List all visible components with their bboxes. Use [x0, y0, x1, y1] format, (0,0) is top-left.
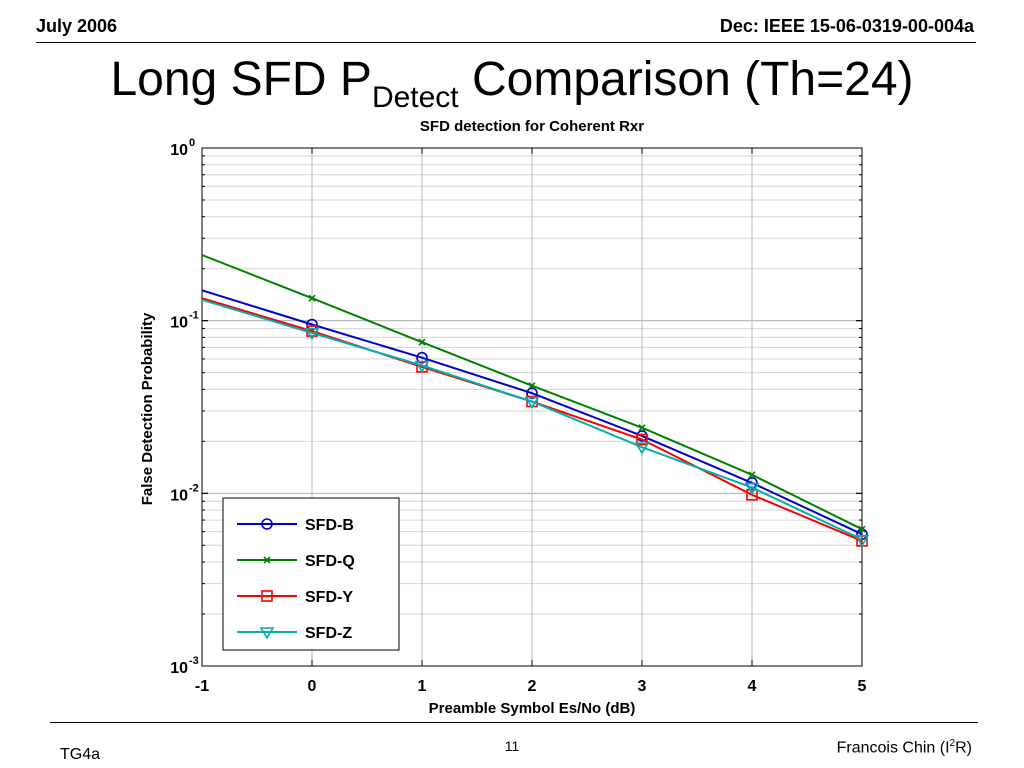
slide-title: Long SFD PDetect Comparison (Th=24)	[0, 52, 1024, 115]
y-axis-label: False Detection Probability	[139, 312, 156, 505]
page-number: 11	[504, 738, 520, 754]
x-tick-label: 2	[528, 678, 537, 695]
footer-rule	[50, 722, 978, 723]
legend-marker-sfd-y	[261, 590, 273, 602]
data-point-sfd-z	[634, 442, 650, 455]
data-point-sfd-q	[638, 424, 646, 432]
marker-stroke	[858, 525, 866, 533]
data-point-sfd-q	[528, 382, 536, 390]
data-point-sfd-q	[308, 294, 316, 302]
chart-title: SFD detection for Coherent Rxr	[420, 118, 644, 135]
y-tick-exponent: -3	[189, 655, 199, 667]
data-point-sfd-q	[858, 525, 866, 533]
x-tick-label: -1	[195, 678, 209, 695]
data-point-sfd-y	[746, 489, 758, 501]
legend-label-sfd-y: SFD-Y	[305, 589, 353, 606]
marker-stroke	[308, 294, 316, 302]
slide-title-rest: Comparison (Th=24)	[458, 53, 914, 106]
y-tick-label: 10	[170, 142, 188, 159]
x-axis-label: Preamble Symbol Es/No (dB)	[429, 700, 636, 717]
y-tick-exponent: 0	[189, 137, 195, 149]
data-point-sfd-z	[304, 328, 320, 341]
header-date: July 2006	[36, 16, 118, 36]
data-point-sfd-z	[854, 534, 870, 548]
header-rule	[36, 42, 976, 43]
x-tick-label: 3	[638, 678, 647, 695]
slide-title-main: Long SFD P	[110, 53, 372, 106]
series-sfd-z	[201, 298, 870, 548]
footer-author: Francois Chin (I2R)	[837, 738, 972, 757]
series-line-sfd-z	[201, 298, 863, 541]
legend-marker-sfd-z	[259, 627, 275, 640]
x-tick-label: 0	[308, 678, 317, 695]
data-point-sfd-z	[744, 482, 760, 496]
data-point-sfd-b	[416, 351, 428, 364]
data-point-sfd-q	[748, 471, 756, 479]
data-point-sfd-y	[636, 433, 648, 446]
marker-stroke	[748, 471, 756, 479]
y-tick-label: 10	[170, 487, 188, 504]
header-doc-id: Dec: IEEE 15-06-0319-00-004a	[719, 16, 974, 36]
marker-stroke	[638, 424, 646, 432]
data-point-sfd-z	[524, 396, 540, 410]
y-tick-label: 10	[170, 315, 188, 332]
y-tick-label: 10	[170, 660, 188, 677]
marker-stroke	[418, 338, 426, 346]
x-tick-label: 4	[748, 678, 757, 695]
author-name: Francois Chin (I	[836, 739, 950, 757]
slide-title-subscript: Detect	[371, 81, 459, 114]
author-superscript: 2	[949, 738, 956, 749]
legend-marker-sfd-b	[261, 518, 273, 530]
legend-label-sfd-z: SFD-Z	[305, 625, 352, 642]
legend: SFD-B SFD-Q SFD-Y SFD-Z	[222, 497, 400, 651]
series-sfd-q	[201, 254, 866, 533]
data-point-sfd-q	[418, 338, 426, 346]
marker-stroke	[528, 382, 536, 390]
series-layer	[201, 254, 870, 548]
x-tick-label: 5	[858, 678, 867, 695]
y-tick-exponent: -2	[189, 482, 199, 494]
legend-label-sfd-b: SFD-B	[305, 517, 354, 534]
y-tick-exponent: -1	[189, 310, 199, 322]
footer-group: TG4a	[60, 746, 101, 763]
author-suffix: R)	[955, 739, 972, 757]
marker-stroke	[263, 556, 271, 564]
legend-label-sfd-q: SFD-Q	[305, 553, 355, 570]
legend-marker-sfd-q	[263, 556, 271, 564]
data-point-sfd-z	[414, 360, 430, 374]
x-tick-label: 1	[418, 678, 427, 695]
